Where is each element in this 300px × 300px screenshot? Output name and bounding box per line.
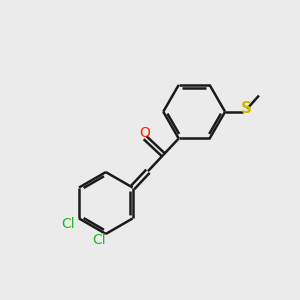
Text: S: S bbox=[241, 101, 252, 116]
Text: Cl: Cl bbox=[92, 233, 106, 247]
Text: Cl: Cl bbox=[61, 217, 74, 231]
Text: O: O bbox=[139, 126, 150, 140]
